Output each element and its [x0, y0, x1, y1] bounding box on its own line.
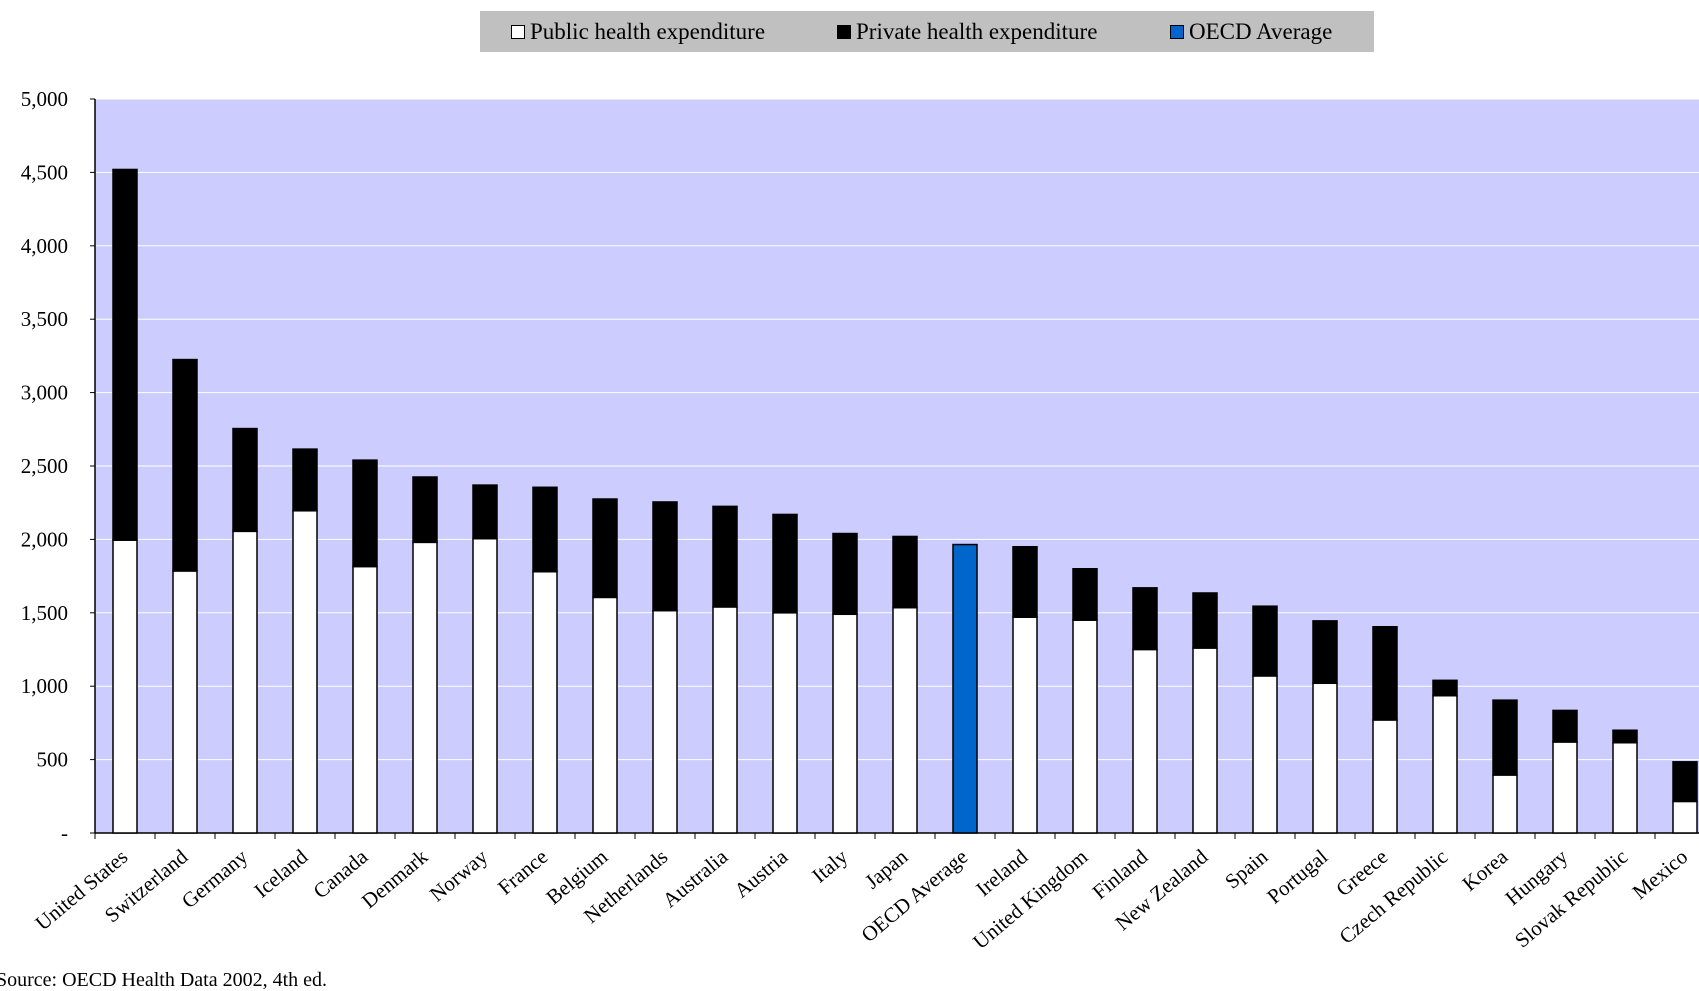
- bar-public: [532, 570, 558, 834]
- bar-public: [1132, 648, 1158, 834]
- y-tick-label: 3,000: [21, 381, 68, 405]
- bar-private: [652, 501, 678, 612]
- legend-label-oecd-average: OECD Average: [1189, 19, 1333, 44]
- legend-item-private: Private health expenditure: [837, 20, 1097, 43]
- source-note: Source: OECD Health Data 2002, 4th ed.: [0, 969, 328, 991]
- bar-public: [832, 613, 858, 834]
- bar-public: [472, 537, 498, 834]
- bar-public: [1012, 616, 1038, 834]
- y-tick-label: 3,500: [21, 307, 68, 331]
- bar-private: [1192, 592, 1218, 649]
- bar-public: [1492, 774, 1518, 834]
- bar-public: [352, 565, 378, 834]
- bar-public: [1672, 800, 1698, 834]
- y-tick-label: 1,500: [21, 601, 68, 625]
- legend-item-public: Public health expenditure: [511, 20, 765, 43]
- bar-public: [592, 596, 618, 834]
- x-tick-label: Czech Republic: [1334, 844, 1452, 948]
- x-tick-label: Denmark: [357, 844, 433, 913]
- bar-public: [892, 606, 918, 834]
- legend-swatch-public: [511, 24, 525, 39]
- bar-oecd-average: [952, 543, 978, 834]
- bar-private: [292, 448, 318, 512]
- bar-private: [1432, 679, 1458, 697]
- legend-label-public: Public health expenditure: [530, 19, 766, 44]
- x-tick-label: Spain: [1220, 844, 1272, 893]
- bars: [112, 168, 1698, 834]
- bar-private: [172, 358, 198, 572]
- bar-private: [592, 498, 618, 599]
- bar-public: [652, 609, 678, 834]
- x-tick-label: Iceland: [249, 844, 312, 902]
- bar-private: [1372, 625, 1398, 721]
- x-tick-label: Japan: [860, 844, 912, 893]
- bar-public: [292, 510, 318, 834]
- bar-private: [232, 427, 258, 533]
- y-tick-label: 4,500: [21, 160, 68, 184]
- bar-public: [1372, 719, 1398, 834]
- chart-legend: Public health expenditure Private health…: [480, 11, 1374, 52]
- y-tick-label: 4,000: [21, 234, 68, 258]
- x-tick-label: Mexico: [1628, 844, 1693, 904]
- y-tick-label: 1,000: [21, 674, 68, 698]
- y-tick-label: 2,500: [21, 454, 68, 478]
- bar-private: [352, 459, 378, 568]
- bar-private: [1012, 545, 1038, 618]
- bar-public: [1252, 675, 1278, 834]
- y-tick-label: 500: [37, 748, 69, 772]
- bar-public: [1432, 694, 1458, 834]
- x-tick-label: Germany: [177, 844, 253, 913]
- x-tick-label: Portugal: [1262, 844, 1332, 908]
- bar-private: [1072, 568, 1098, 621]
- bar-public: [772, 612, 798, 834]
- bar-private: [772, 513, 798, 614]
- x-tick-label: Norway: [425, 844, 493, 906]
- bar-private: [1492, 699, 1518, 776]
- legend-swatch-private: [837, 24, 851, 39]
- x-tick-label: Australia: [658, 844, 733, 912]
- x-tick-label: Italy: [807, 844, 852, 887]
- bar-public: [412, 541, 438, 834]
- bar-public: [1612, 741, 1638, 834]
- bar-private: [532, 486, 558, 573]
- legend-swatch-oecd-average: [1170, 24, 1184, 39]
- bar-private: [1612, 729, 1638, 744]
- bar-public: [1552, 741, 1578, 834]
- legend-label-private: Private health expenditure: [856, 19, 1098, 44]
- bar-private: [892, 535, 918, 609]
- bar-public: [1072, 619, 1098, 834]
- y-tick-label: 2,000: [21, 527, 68, 551]
- bar-private: [1132, 587, 1158, 651]
- bar-private: [1312, 620, 1338, 685]
- bar-private: [1252, 605, 1278, 677]
- bar-private: [412, 476, 438, 544]
- bar-private: [1672, 761, 1698, 803]
- bar-private: [472, 484, 498, 540]
- bar-public: [1192, 647, 1218, 834]
- bar-private: [712, 505, 738, 608]
- bar-private: [832, 532, 858, 616]
- bar-public: [1312, 682, 1338, 834]
- y-tick-label: -: [61, 821, 68, 845]
- bar-public: [112, 539, 138, 834]
- legend-item-oecd-average: OECD Average: [1170, 20, 1332, 43]
- bar-public: [172, 570, 198, 834]
- x-tick-label: OECD Average: [857, 844, 973, 946]
- x-tick-label: Austria: [729, 844, 792, 903]
- bar-private: [112, 168, 138, 541]
- y-tick-label: 5,000: [21, 87, 68, 111]
- bar-public: [232, 530, 258, 834]
- bar-private: [1552, 709, 1578, 743]
- bar-public: [712, 606, 738, 834]
